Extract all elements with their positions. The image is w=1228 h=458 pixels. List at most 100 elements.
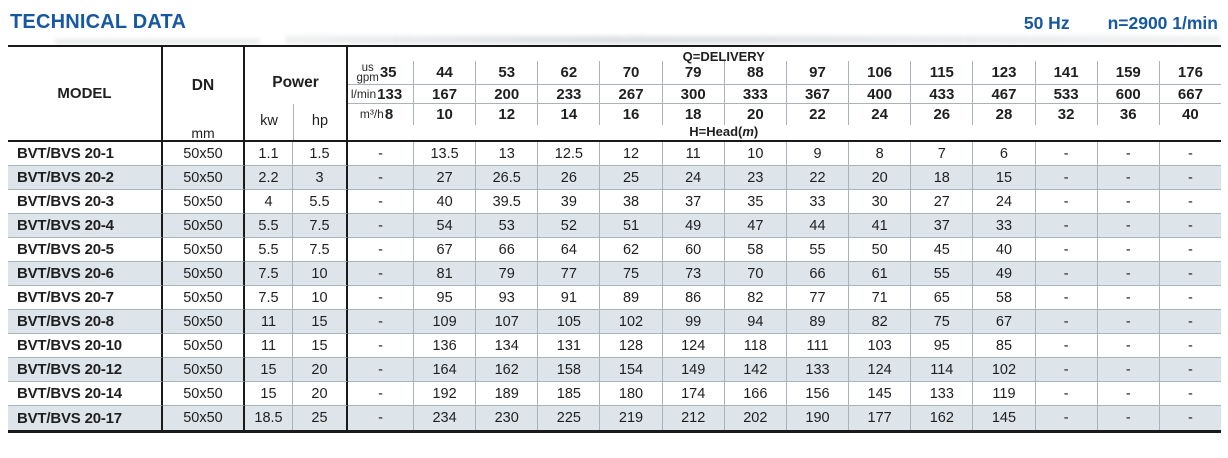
head-value-cell: - — [1158, 190, 1221, 214]
head-value-cell: 9 — [785, 142, 849, 166]
h-head-unit: m — [742, 124, 754, 139]
head-value-cell: 81 — [413, 262, 476, 286]
head-value-cell: 230 — [475, 406, 538, 430]
head-value-cell: 145 — [848, 382, 911, 406]
head-value-cell: 154 — [599, 358, 662, 382]
delivery-value: 35 — [379, 64, 397, 81]
delivery-value-cell: 467 — [972, 85, 1035, 104]
head-value-cell: - — [348, 190, 413, 214]
head-value-cell: 47 — [723, 214, 786, 238]
head-value-cell: - — [348, 262, 413, 286]
head-value-cell: 20 — [848, 166, 911, 190]
dn-cell: 50x50 — [163, 334, 245, 358]
head-value-cell: - — [1096, 406, 1159, 430]
head-value-cell: 77 — [785, 286, 849, 310]
model-cell: BVT/BVS 20-5 — [8, 238, 163, 262]
head-value-cell: 71 — [848, 286, 911, 310]
dn-cell: 50x50 — [163, 406, 245, 430]
hp-cell: 20 — [293, 358, 348, 382]
delivery-value-cell: 333 — [723, 85, 786, 104]
head-value-cell: 107 — [475, 310, 538, 334]
power-header-label: Power — [272, 73, 319, 91]
delivery-section-label: Q=DELIVERY — [662, 47, 786, 64]
delivery-value-cell: 200 — [475, 85, 538, 104]
head-value-cell: 73 — [661, 262, 724, 286]
head-value-cell: 234 — [413, 406, 476, 430]
hp-cell: 15 — [293, 334, 348, 358]
kw-cell: 11 — [245, 310, 293, 334]
head-value-cell: 15 — [972, 166, 1035, 190]
head-value-cell: 58 — [972, 286, 1035, 310]
head-value-cell: - — [1158, 286, 1221, 310]
head-value-cell: - — [348, 142, 413, 166]
head-value-cell: - — [1158, 382, 1221, 406]
delivery-value-cell: 600 — [1096, 85, 1159, 104]
head-value-cell: 70 — [723, 262, 786, 286]
head-value-cell: 105 — [537, 310, 600, 334]
dn-cell: 50x50 — [163, 214, 245, 238]
head-value-cell: - — [1096, 262, 1159, 286]
head-value-cell: - — [1034, 214, 1097, 238]
head-value-cell: 82 — [723, 286, 786, 310]
head-value-cell: - — [1034, 358, 1097, 382]
delivery-value-cell: 400 — [848, 85, 911, 104]
head-value-cell: 128 — [599, 334, 662, 358]
h-head-prefix: H=Head( — [689, 124, 743, 139]
head-value-cell: - — [348, 334, 413, 358]
dn-cell: 50x50 — [163, 142, 245, 166]
kw-cell: 15 — [245, 358, 293, 382]
head-value-cell: 131 — [537, 334, 600, 358]
head-section-label: H=Head(m) — [662, 124, 786, 140]
kw-cell: 5.5 — [245, 214, 293, 238]
head-value-cell: - — [1034, 166, 1097, 190]
hp-cell: 3 — [293, 166, 348, 190]
head-value-cell: 202 — [723, 406, 786, 430]
head-value-cell: - — [1034, 382, 1097, 406]
dn-cell: 50x50 — [163, 358, 245, 382]
head-value-cell: 24 — [661, 166, 724, 190]
head-value-cell: 13 — [475, 142, 538, 166]
head-value-cell: - — [1034, 334, 1097, 358]
head-value-cell: 67 — [972, 310, 1035, 334]
hp-label: hp — [311, 112, 329, 129]
head-value-cell: 102 — [599, 310, 662, 334]
kw-cell: 5.5 — [245, 238, 293, 262]
head-value-cell: - — [348, 166, 413, 190]
dn-cell: 50x50 — [163, 382, 245, 406]
head-value-cell: 24 — [972, 190, 1035, 214]
head-value-cell: 37 — [661, 190, 724, 214]
head-value-cell: - — [348, 238, 413, 262]
delivery-value-cell: 533 — [1034, 85, 1097, 104]
model-cell: BVT/BVS 20-4 — [8, 214, 163, 238]
delivery-value-cell: 44 — [413, 61, 476, 85]
model-cell: BVT/BVS 20-17 — [8, 406, 163, 430]
frequency-label: 50 Hz — [1023, 13, 1070, 33]
head-value-cell: 53 — [475, 214, 538, 238]
head-value-cell: - — [1158, 310, 1221, 334]
header-body-divider — [8, 140, 1221, 142]
head-value-cell: 89 — [599, 286, 662, 310]
delivery-value-cell: 62 — [537, 61, 600, 85]
head-value-cell: - — [1096, 334, 1159, 358]
head-value-cell: 35 — [723, 190, 786, 214]
head-value-cell: 27 — [413, 166, 476, 190]
head-value-cell: 164 — [413, 358, 476, 382]
head-value-cell: - — [1096, 382, 1159, 406]
kw-cell: 15 — [245, 382, 293, 406]
kw-cell: 1.1 — [245, 142, 293, 166]
head-value-cell: 79 — [475, 262, 538, 286]
head-value-cell: 64 — [537, 238, 600, 262]
delivery-value-cell: 106 — [848, 61, 911, 85]
dn-cell: 50x50 — [163, 262, 245, 286]
delivery-unit-cell: l/min 133 — [348, 85, 413, 104]
delivery-value-cell: 20 — [723, 104, 786, 125]
head-value-cell: 12 — [599, 142, 662, 166]
head-value-cell: - — [1158, 406, 1221, 430]
kw-cell: 7.5 — [245, 262, 293, 286]
model-cell: BVT/BVS 20-8 — [8, 310, 163, 334]
power-unit-kw: kw — [245, 104, 293, 140]
dn-unit-mm: mm — [163, 125, 245, 141]
head-value-cell: 22 — [785, 166, 849, 190]
head-value-cell: - — [1096, 238, 1159, 262]
head-value-cell: - — [348, 310, 413, 334]
